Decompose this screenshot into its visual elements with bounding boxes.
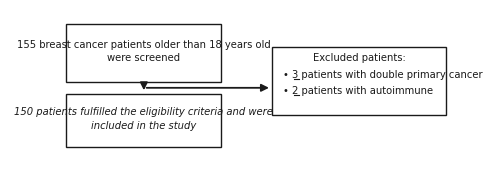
Text: 150 patients fulfilled the eligibility criteria and were: 150 patients fulfilled the eligibility c…: [14, 107, 274, 117]
Text: • 2 patients with autoimmune: • 2 patients with autoimmune: [284, 86, 434, 96]
FancyBboxPatch shape: [66, 94, 222, 147]
Text: were screened: were screened: [108, 53, 180, 63]
FancyBboxPatch shape: [272, 47, 446, 115]
Text: included in the study: included in the study: [91, 121, 196, 131]
Text: Excluded patients:: Excluded patients:: [312, 53, 406, 63]
Text: • 3 patients with double primary cancer: • 3 patients with double primary cancer: [284, 70, 483, 80]
FancyBboxPatch shape: [66, 24, 222, 82]
Text: 155 breast cancer patients older than 18 years old: 155 breast cancer patients older than 18…: [17, 40, 271, 50]
